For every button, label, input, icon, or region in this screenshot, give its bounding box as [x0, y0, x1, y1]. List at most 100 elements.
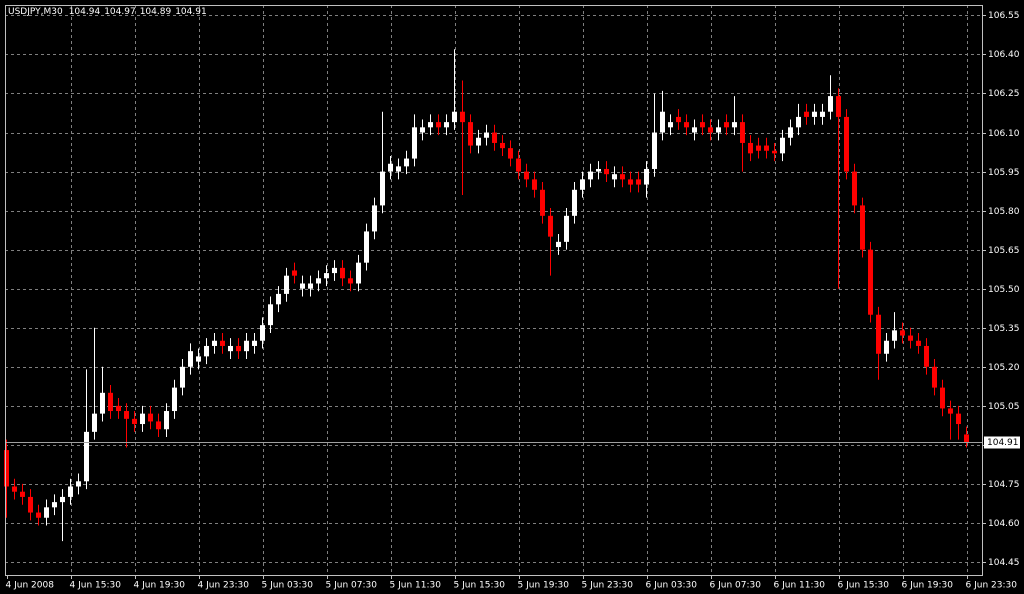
candle-body — [700, 122, 705, 128]
y-tick-label: 106.40 — [988, 50, 1020, 60]
candle-body — [492, 132, 497, 143]
x-tick-label: 4 Jun 19:30 — [134, 581, 186, 591]
candle-body — [204, 345, 209, 357]
y-tick-label: 106.55 — [988, 11, 1020, 21]
candle-body — [900, 330, 905, 336]
candle-body — [708, 127, 713, 133]
candle-body — [948, 408, 953, 414]
candle-body — [668, 122, 673, 128]
candle-body — [444, 122, 449, 128]
candle-body — [324, 273, 329, 279]
candle-body — [316, 278, 321, 284]
candle-body — [852, 171, 857, 206]
candle-body — [276, 293, 281, 305]
candle-body — [740, 122, 745, 143]
x-tick-label: 4 Jun 15:30 — [70, 581, 122, 591]
candle-body — [884, 340, 889, 354]
candle-body — [908, 335, 913, 341]
candle-body — [652, 132, 657, 169]
candle-body — [12, 486, 17, 492]
candle-body — [124, 411, 129, 419]
candle-body — [332, 267, 337, 274]
x-tick-label: 4 Jun 2008 — [6, 581, 55, 591]
candle-body — [844, 116, 849, 172]
candle-body — [404, 158, 409, 167]
candle-body — [68, 486, 73, 497]
candle-body — [932, 366, 937, 388]
candle-body — [620, 174, 625, 180]
y-tick-label: 105.20 — [988, 363, 1020, 373]
candle-body — [212, 340, 217, 346]
candle-body — [716, 127, 721, 133]
candle-body — [860, 205, 865, 250]
candle-body — [60, 496, 65, 503]
candle-body — [836, 96, 841, 117]
candle-body — [76, 481, 81, 487]
candle-body — [476, 137, 481, 146]
candle-body — [636, 179, 641, 185]
candle-body — [244, 340, 249, 352]
candle-body — [964, 434, 969, 443]
candle-body — [924, 345, 929, 367]
chart-header: USDJPY,M30 104.94 104.97 104.89 104.91 — [8, 7, 207, 17]
candle-body — [460, 111, 465, 123]
candle-body — [132, 418, 137, 425]
candle-body — [300, 283, 305, 289]
candle-body — [188, 351, 193, 367]
candle-body — [100, 392, 105, 414]
last-price-label: 104.91 — [987, 438, 1019, 448]
candle-body — [452, 111, 457, 123]
header-close: 104.91 — [175, 7, 207, 17]
y-tick-label: 104.45 — [988, 558, 1020, 568]
x-tick-label: 6 Jun 03:30 — [646, 581, 698, 591]
candle-body — [892, 330, 897, 341]
candle-body — [4, 450, 9, 487]
candle-body — [956, 413, 961, 425]
candle-body — [140, 413, 145, 425]
x-tick-label: 5 Jun 15:30 — [454, 581, 506, 591]
candle-body — [556, 241, 561, 248]
candle-body — [348, 278, 353, 284]
candle-body — [308, 283, 313, 289]
candle-body — [436, 122, 441, 128]
candle-body — [940, 387, 945, 409]
candle-body — [516, 158, 521, 172]
candle-body — [684, 122, 689, 128]
candle-body — [284, 275, 289, 294]
candle-body — [340, 267, 345, 279]
candle-body — [164, 411, 169, 430]
candle-body — [588, 171, 593, 180]
candle-body — [236, 345, 241, 352]
x-tick-label: 4 Jun 23:30 — [198, 581, 250, 591]
candle-body — [260, 325, 265, 341]
candle-body — [196, 356, 201, 362]
candle-body — [420, 127, 425, 133]
plot-frame — [5, 5, 983, 576]
candle-body — [412, 127, 417, 159]
candle-body — [868, 249, 873, 315]
candle-body — [828, 96, 833, 112]
y-tick-label: 105.95 — [988, 168, 1020, 178]
header-high: 104.97 — [104, 7, 136, 17]
candle-body — [724, 122, 729, 128]
y-tick-label: 105.50 — [988, 285, 1020, 295]
candle-body — [396, 166, 401, 172]
candle-body — [108, 392, 113, 412]
candle-body — [92, 413, 97, 432]
candle-body — [612, 174, 617, 180]
candle-body — [220, 340, 225, 346]
candle-body — [548, 215, 553, 237]
candle-body — [156, 421, 161, 430]
x-tick-label: 5 Jun 07:30 — [326, 581, 378, 591]
x-tick-label: 5 Jun 11:30 — [390, 581, 442, 591]
candle-body — [52, 502, 57, 508]
y-tick-label: 106.10 — [988, 129, 1020, 139]
y-tick-label: 104.60 — [988, 519, 1020, 529]
y-tick-label: 106.25 — [988, 89, 1020, 99]
candle-body — [748, 142, 753, 154]
candle-body — [572, 189, 577, 216]
x-tick-label: 5 Jun 23:30 — [582, 581, 634, 591]
candle-body — [252, 340, 257, 346]
candle-body — [268, 304, 273, 326]
